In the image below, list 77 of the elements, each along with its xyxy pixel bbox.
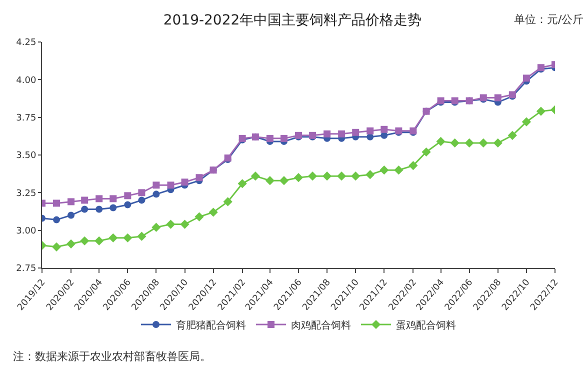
point (250, 172, 260, 181)
point (108, 233, 118, 242)
point (96, 206, 103, 213)
point (266, 134, 274, 142)
point (137, 232, 146, 241)
y-tick-label: 3.25 (16, 188, 36, 199)
legend-label: 育肥猪配合饲料 (176, 319, 246, 332)
point (478, 138, 488, 148)
point (450, 138, 460, 148)
chart-title: 2019-2022年中国主要饲料产品价格走势 (163, 12, 422, 29)
point (124, 201, 132, 208)
point (280, 134, 288, 142)
legend-label: 蛋鸡配合饲料 (396, 319, 456, 332)
point (322, 172, 332, 181)
point (52, 242, 62, 252)
point (337, 172, 346, 181)
y-tick-label: 3.00 (16, 226, 36, 236)
point (338, 130, 346, 138)
point (208, 208, 218, 217)
point (94, 236, 104, 246)
point (167, 182, 174, 189)
point (152, 182, 160, 189)
point (180, 220, 190, 229)
point (380, 126, 388, 133)
point (493, 138, 502, 148)
point (436, 136, 446, 146)
point (181, 178, 188, 186)
point (81, 206, 88, 213)
point (366, 170, 375, 180)
point (124, 192, 132, 200)
point (238, 179, 247, 188)
point (223, 197, 232, 206)
legend-label: 肉鸡配合饲料 (291, 319, 351, 332)
point (194, 212, 204, 222)
point (308, 172, 318, 181)
point (464, 138, 474, 148)
point (138, 196, 146, 204)
point (152, 222, 161, 232)
y-tick-label: 4.00 (16, 76, 36, 86)
point (522, 117, 531, 126)
point (294, 173, 304, 182)
point (265, 176, 274, 186)
text: 注：数据来源于农业农村部畜牧兽医局。 (13, 350, 211, 363)
y-tick-label: 2.75 (16, 264, 36, 274)
point (66, 239, 76, 248)
point (196, 174, 203, 182)
point (123, 233, 132, 242)
point (110, 204, 117, 212)
point (324, 130, 331, 138)
point (53, 200, 60, 207)
point (81, 196, 88, 204)
point (366, 127, 374, 134)
point (351, 172, 360, 181)
point (80, 236, 90, 246)
y-tick-label: 3.75 (16, 113, 36, 124)
point (96, 195, 103, 202)
point (279, 176, 289, 186)
point (53, 216, 60, 224)
point (422, 147, 431, 157)
point (380, 166, 389, 175)
point (536, 106, 546, 116)
point (522, 74, 530, 82)
point (494, 94, 502, 102)
point (508, 130, 517, 140)
y-tick-label: 3.50 (16, 151, 36, 162)
point (110, 195, 117, 202)
point (68, 212, 75, 219)
point (68, 198, 75, 206)
point (166, 220, 176, 229)
point (352, 128, 360, 136)
y-tick-label: 4.25 (16, 38, 36, 48)
point (408, 161, 418, 170)
point (138, 189, 146, 196)
point (366, 133, 374, 140)
text: 单位：元/公斤 (514, 13, 584, 26)
point (152, 190, 160, 198)
point (394, 166, 404, 175)
